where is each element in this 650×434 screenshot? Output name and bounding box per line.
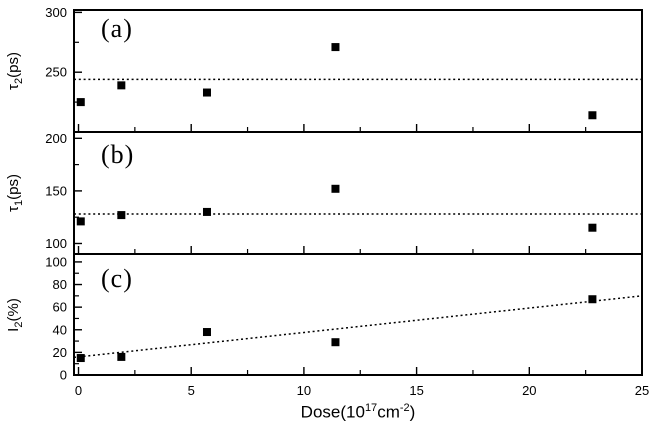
x-axis-tick-label: 5 xyxy=(188,383,195,398)
y-axis-title-tau1-text: τ1(ps) xyxy=(5,174,25,212)
panel-c-data-point-3 xyxy=(331,338,340,347)
panel-b-frame xyxy=(73,131,643,255)
panel-a-data-point-3 xyxy=(331,43,340,52)
x-axis-title: Dose(1017cm-2) xyxy=(300,402,416,422)
panel-c-ytick-label: 40 xyxy=(53,322,67,337)
panel-c-data-point-4 xyxy=(588,295,597,304)
panel-c-ytick-label: 80 xyxy=(53,277,67,292)
y-axis-title-tau1: τ1(ps) xyxy=(0,132,30,254)
panel-a-data-point-0 xyxy=(76,98,85,107)
panel-a-data-point-1 xyxy=(117,81,126,90)
panel-a-ytick-label: 300 xyxy=(45,5,67,20)
y-axis-title-tau2-text: τ2(ps) xyxy=(5,52,25,90)
x-axis-tick-label: 20 xyxy=(522,383,536,398)
panel-c-ytick-label: 60 xyxy=(53,300,67,315)
panel-b-data-point-3 xyxy=(331,184,340,193)
panel-b-data-point-2 xyxy=(202,207,211,216)
y-axis-title-tau2: τ2(ps) xyxy=(0,10,30,132)
x-axis-tick-label: 15 xyxy=(409,383,423,398)
panel-b-ytick-label: 100 xyxy=(45,236,67,251)
panel-a-letter: (a) xyxy=(101,14,133,43)
x-axis-tick-label: 10 xyxy=(297,383,311,398)
panel-c-trend-line xyxy=(73,295,643,359)
x-axis-tick-label: 0 xyxy=(75,383,82,398)
panel-a-frame xyxy=(73,9,643,133)
panel-c-ytick-label: 20 xyxy=(53,345,67,360)
panel-b-data-point-4 xyxy=(588,223,597,232)
panel-c-data-point-1 xyxy=(117,352,126,361)
panel-b-ytick-label: 150 xyxy=(45,183,67,198)
y-axis-title-i2: I2(%) xyxy=(0,254,30,375)
y-axis-title-i2-text: I2(%) xyxy=(5,297,25,332)
panel-b-data-point-0 xyxy=(76,217,85,226)
panel-b-data-point-1 xyxy=(117,211,126,220)
panel-a-data-point-4 xyxy=(588,111,597,120)
panel-b-ytick-label: 200 xyxy=(45,131,67,146)
x-axis-tick-label: 25 xyxy=(635,383,649,398)
panel-b-letter: (b) xyxy=(101,140,135,169)
panel-c-frame xyxy=(73,253,643,376)
panel-c-data-point-2 xyxy=(202,328,211,337)
panel-a-data-point-2 xyxy=(202,88,211,97)
panel-c-ytick-label: 0 xyxy=(60,368,67,383)
panel-c-letter: (c) xyxy=(101,264,133,293)
panel-a-ytick-label: 250 xyxy=(45,65,67,80)
panel-c-data-point-0 xyxy=(76,354,85,363)
panel-c-ytick-label: 100 xyxy=(45,254,67,269)
